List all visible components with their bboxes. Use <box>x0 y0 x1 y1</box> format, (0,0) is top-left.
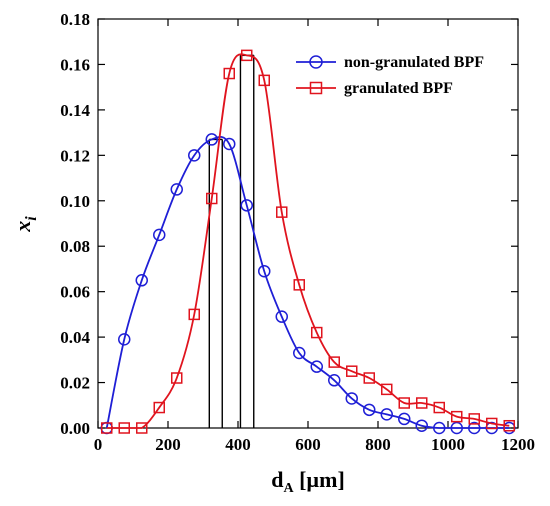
data-point <box>293 346 306 360</box>
x-tick-label: 200 <box>155 435 181 454</box>
y-tick-label: 0.04 <box>60 328 90 347</box>
data-point <box>276 206 288 218</box>
legend-item: granulated BPF <box>296 80 453 97</box>
y-tick-label: 0.08 <box>60 237 90 256</box>
legend: non-granulated BPF granulated BPF <box>296 54 484 97</box>
data-point <box>258 264 271 278</box>
data-point <box>293 279 305 291</box>
data-point <box>415 419 428 432</box>
plot-frame <box>97 18 519 429</box>
data-point <box>258 74 270 87</box>
data-point <box>346 365 358 377</box>
y-tick-label: 0.00 <box>60 419 90 438</box>
y-axis-title: xi <box>10 216 40 233</box>
data-point <box>433 401 445 414</box>
y-tick-label: 0.16 <box>60 55 90 74</box>
series-line <box>105 135 510 429</box>
data-point <box>206 192 218 205</box>
data-point <box>135 274 148 287</box>
data-point <box>118 422 130 434</box>
x-axis: 0 200 400 600 800 1000 1200 <box>94 19 535 454</box>
data-point <box>345 392 358 405</box>
series-group <box>100 49 516 435</box>
data-point <box>503 419 515 432</box>
x-tick-label: 800 <box>365 435 391 454</box>
y-tick-label: 0.14 <box>60 101 90 120</box>
data-point <box>311 326 323 339</box>
x-tick-label: 0 <box>94 435 103 454</box>
data-point <box>486 417 498 430</box>
y-tick-label: 0.06 <box>60 283 90 302</box>
x-tick-label: 400 <box>225 435 251 454</box>
data-point <box>153 228 166 242</box>
data-point <box>241 49 253 62</box>
y-tick-label: 0.02 <box>60 374 90 393</box>
data-point <box>275 310 288 323</box>
legend-label: granulated BPF <box>344 80 453 97</box>
data-point <box>433 421 446 435</box>
legend-item: non-granulated BPF <box>296 54 484 71</box>
data-point <box>416 397 428 409</box>
series-granulated <box>101 49 515 434</box>
x-axis-title: dA [µm] <box>271 467 345 496</box>
legend-marker <box>309 81 323 95</box>
data-point <box>451 410 463 423</box>
data-point <box>381 383 393 396</box>
data-point <box>398 412 411 426</box>
data-point <box>170 183 183 196</box>
data-point <box>188 149 201 162</box>
data-point <box>153 401 165 414</box>
vertical-markers <box>208 54 255 428</box>
data-point <box>450 421 463 435</box>
data-point <box>101 422 113 434</box>
data-point <box>380 408 393 421</box>
x-tick-label: 1200 <box>501 435 535 454</box>
data-point <box>171 372 183 384</box>
data-point <box>205 133 218 146</box>
data-point <box>240 199 253 212</box>
data-point <box>398 397 410 409</box>
y-tick-label: 0.12 <box>60 146 90 165</box>
y-axis: 0.00 0.02 0.04 0.06 0.08 0.10 0.12 0.14 0.16 0.18 <box>60 10 518 438</box>
y-tick-label: 0.10 <box>60 192 90 211</box>
data-point <box>310 360 323 373</box>
y-tick-label: 0.18 <box>60 10 90 29</box>
series-line <box>106 53 510 429</box>
data-point <box>328 374 341 387</box>
data-point <box>468 421 481 435</box>
data-point <box>468 413 480 425</box>
data-point <box>363 403 376 417</box>
data-point <box>328 356 340 368</box>
x-tick-label: 600 <box>295 435 321 454</box>
data-point <box>188 308 200 321</box>
data-point <box>363 372 375 384</box>
legend-label: non-granulated BPF <box>344 54 484 71</box>
data-point <box>223 137 236 151</box>
data-point <box>118 333 131 346</box>
x-tick-label: 1000 <box>431 435 465 454</box>
data-point <box>223 67 235 80</box>
legend-marker <box>309 55 323 69</box>
data-point <box>136 422 148 434</box>
series-non-granulated <box>100 133 516 435</box>
